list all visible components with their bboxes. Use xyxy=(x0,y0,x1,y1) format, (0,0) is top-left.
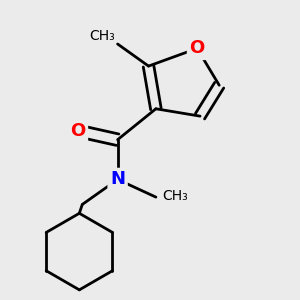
Text: O: O xyxy=(70,122,85,140)
Text: N: N xyxy=(110,170,125,188)
Text: O: O xyxy=(190,39,205,57)
Text: CH₃: CH₃ xyxy=(162,189,188,202)
Text: CH₃: CH₃ xyxy=(89,28,115,43)
